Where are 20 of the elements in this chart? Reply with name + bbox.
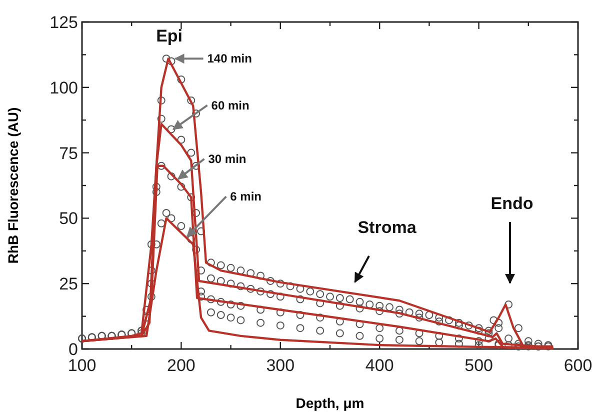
x-tick-label: 300 — [266, 356, 295, 375]
x-tick-label: 200 — [167, 356, 196, 375]
annotation: Epi — [156, 26, 183, 46]
y-tick-label: 75 — [59, 144, 78, 163]
y-tick-label: 100 — [50, 78, 78, 98]
annotation: Endo — [490, 194, 534, 213]
y-tick-label: 125 — [50, 13, 78, 32]
annotation: Stroma — [358, 218, 417, 237]
annotation: 60 min — [211, 98, 250, 112]
annotation: 140 min — [207, 52, 252, 66]
y-tick-label: 0 — [68, 340, 78, 359]
y-tick-label: 50 — [59, 209, 78, 228]
x-axis-title: Depth, μm — [296, 395, 364, 411]
y-tick-label: 25 — [59, 274, 78, 294]
y-axis-title: RhB Fluorescence (AU) — [5, 107, 21, 264]
annotation: 30 min — [208, 152, 246, 166]
x-tick-label: 400 — [365, 356, 394, 375]
x-tick-label: 600 — [564, 356, 592, 375]
x-tick-label: 500 — [464, 356, 493, 375]
annotation: 6 min — [230, 190, 262, 204]
